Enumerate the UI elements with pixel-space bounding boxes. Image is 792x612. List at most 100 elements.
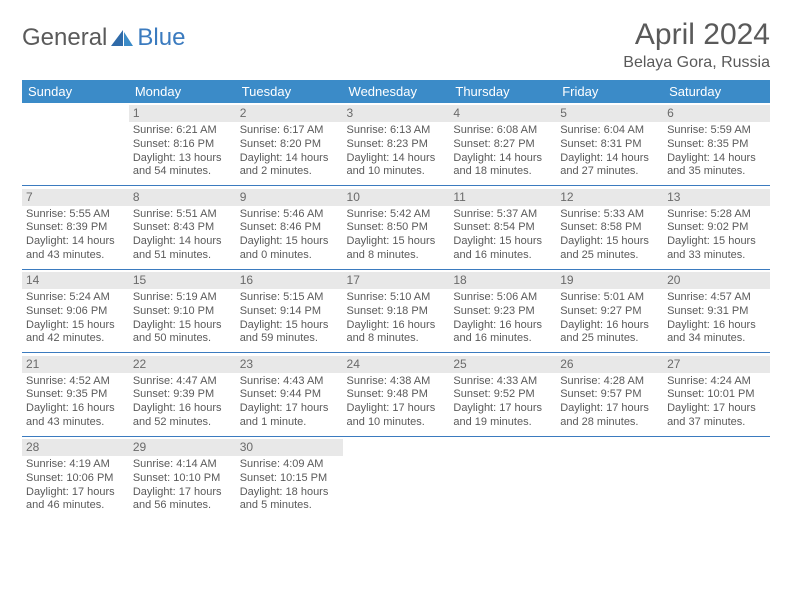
page: General Blue April 2024 Belaya Gora, Rus… [0,0,792,519]
sunset-text: Sunset: 9:06 PM [26,305,125,319]
sunset-text: Sunset: 8:20 PM [240,138,339,152]
daylight-text: Daylight: 17 hours [667,402,766,416]
day-number: 8 [129,189,236,206]
sunrise-text: Sunrise: 5:42 AM [347,208,446,222]
day-cell [449,437,556,519]
day-cell: 24Sunrise: 4:38 AMSunset: 9:48 PMDayligh… [343,354,450,437]
day-number: 22 [129,356,236,373]
day-cell: 9Sunrise: 5:46 AMSunset: 8:46 PMDaylight… [236,187,343,270]
sunrise-text: Sunrise: 5:28 AM [667,208,766,222]
day-cell [556,437,663,519]
sunrise-text: Sunrise: 6:17 AM [240,124,339,138]
sunrise-text: Sunrise: 4:09 AM [240,458,339,472]
daylight-text: Daylight: 15 hours [667,235,766,249]
day-cell: 19Sunrise: 5:01 AMSunset: 9:27 PMDayligh… [556,270,663,353]
day-number: 18 [449,272,556,289]
day-number: 4 [449,105,556,122]
day-number: 10 [343,189,450,206]
sunrise-text: Sunrise: 6:04 AM [560,124,659,138]
sunrise-text: Sunrise: 4:52 AM [26,375,125,389]
sunrise-text: Sunrise: 5:46 AM [240,208,339,222]
daylight-text: and 37 minutes. [667,416,766,430]
daylight-text: Daylight: 14 hours [560,152,659,166]
day-header: Sunday [22,80,129,103]
day-number: 28 [22,439,129,456]
sunrise-text: Sunrise: 5:55 AM [26,208,125,222]
page-title: April 2024 [623,18,770,52]
daylight-text: Daylight: 14 hours [453,152,552,166]
day-cell: 8Sunrise: 5:51 AMSunset: 8:43 PMDaylight… [129,187,236,270]
day-cell: 21Sunrise: 4:52 AMSunset: 9:35 PMDayligh… [22,354,129,437]
week-row: 21Sunrise: 4:52 AMSunset: 9:35 PMDayligh… [22,354,770,437]
day-cell [343,437,450,519]
day-cell: 15Sunrise: 5:19 AMSunset: 9:10 PMDayligh… [129,270,236,353]
daylight-text: Daylight: 15 hours [26,319,125,333]
daylight-text: Daylight: 17 hours [453,402,552,416]
daylight-text: Daylight: 16 hours [667,319,766,333]
daylight-text: Daylight: 17 hours [240,402,339,416]
daylight-text: Daylight: 16 hours [26,402,125,416]
day-cell: 23Sunrise: 4:43 AMSunset: 9:44 PMDayligh… [236,354,343,437]
day-number: 30 [236,439,343,456]
day-cell: 5Sunrise: 6:04 AMSunset: 8:31 PMDaylight… [556,103,663,186]
sunset-text: Sunset: 9:44 PM [240,388,339,402]
daylight-text: and 52 minutes. [133,416,232,430]
day-cell: 30Sunrise: 4:09 AMSunset: 10:15 PMDaylig… [236,437,343,519]
sunrise-text: Sunrise: 5:06 AM [453,291,552,305]
sunrise-text: Sunrise: 5:15 AM [240,291,339,305]
day-cell: 2Sunrise: 6:17 AMSunset: 8:20 PMDaylight… [236,103,343,186]
day-cell: 13Sunrise: 5:28 AMSunset: 9:02 PMDayligh… [663,187,770,270]
daylight-text: Daylight: 17 hours [347,402,446,416]
daylight-text: Daylight: 16 hours [133,402,232,416]
daylight-text: Daylight: 15 hours [560,235,659,249]
day-number: 2 [236,105,343,122]
daylight-text: Daylight: 15 hours [240,319,339,333]
day-cell: 28Sunrise: 4:19 AMSunset: 10:06 PMDaylig… [22,437,129,519]
day-header: Wednesday [343,80,450,103]
daylight-text: and 10 minutes. [347,416,446,430]
daylight-text: and 8 minutes. [347,332,446,346]
day-cell: 26Sunrise: 4:28 AMSunset: 9:57 PMDayligh… [556,354,663,437]
day-cell: 11Sunrise: 5:37 AMSunset: 8:54 PMDayligh… [449,187,556,270]
day-header: Monday [129,80,236,103]
day-header: Thursday [449,80,556,103]
week-row: 1Sunrise: 6:21 AMSunset: 8:16 PMDaylight… [22,103,770,186]
sunrise-text: Sunrise: 6:08 AM [453,124,552,138]
daylight-text: and 18 minutes. [453,165,552,179]
sunset-text: Sunset: 8:50 PM [347,221,446,235]
day-header-row: Sunday Monday Tuesday Wednesday Thursday… [22,80,770,103]
day-number: 15 [129,272,236,289]
daylight-text: Daylight: 14 hours [347,152,446,166]
day-cell: 22Sunrise: 4:47 AMSunset: 9:39 PMDayligh… [129,354,236,437]
day-number: 14 [22,272,129,289]
day-number: 23 [236,356,343,373]
daylight-text: and 33 minutes. [667,249,766,263]
sunset-text: Sunset: 9:14 PM [240,305,339,319]
sunset-text: Sunset: 8:58 PM [560,221,659,235]
day-header: Saturday [663,80,770,103]
week-row: 7Sunrise: 5:55 AMSunset: 8:39 PMDaylight… [22,187,770,270]
day-number: 1 [129,105,236,122]
sunrise-text: Sunrise: 4:33 AM [453,375,552,389]
logo-text-2: Blue [137,24,185,52]
day-cell: 10Sunrise: 5:42 AMSunset: 8:50 PMDayligh… [343,187,450,270]
sunset-text: Sunset: 9:52 PM [453,388,552,402]
daylight-text: and 0 minutes. [240,249,339,263]
daylight-text: Daylight: 16 hours [453,319,552,333]
daylight-text: and 56 minutes. [133,499,232,513]
daylight-text: Daylight: 15 hours [133,319,232,333]
sunset-text: Sunset: 9:48 PM [347,388,446,402]
daylight-text: Daylight: 15 hours [240,235,339,249]
day-number: 11 [449,189,556,206]
daylight-text: Daylight: 16 hours [347,319,446,333]
day-cell: 20Sunrise: 4:57 AMSunset: 9:31 PMDayligh… [663,270,770,353]
daylight-text: and 46 minutes. [26,499,125,513]
day-number: 19 [556,272,663,289]
sunset-text: Sunset: 9:02 PM [667,221,766,235]
day-cell: 27Sunrise: 4:24 AMSunset: 10:01 PMDaylig… [663,354,770,437]
daylight-text: Daylight: 13 hours [133,152,232,166]
daylight-text: and 27 minutes. [560,165,659,179]
sunset-text: Sunset: 9:31 PM [667,305,766,319]
sunset-text: Sunset: 10:15 PM [240,472,339,486]
sunset-text: Sunset: 9:23 PM [453,305,552,319]
